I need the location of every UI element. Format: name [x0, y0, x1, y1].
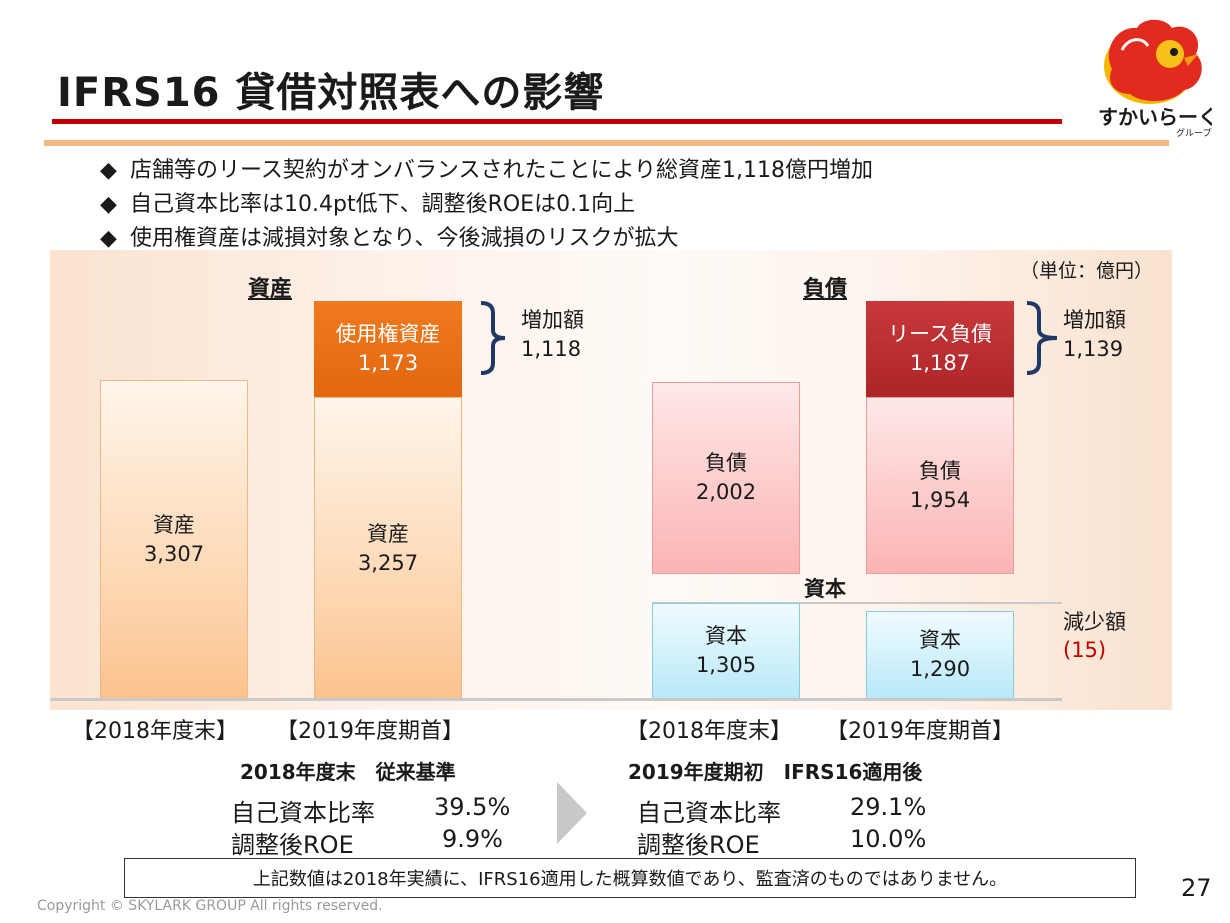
before-basis-title: 2018年度末 従来基準 — [240, 760, 456, 784]
increase-bracket-icon — [480, 301, 506, 375]
logo-text: すかいらーく — [1098, 105, 1212, 129]
bar-value: 1,290 — [909, 657, 971, 681]
unit-label: （単位：億円） — [1020, 260, 1154, 282]
after-equity-ratio-label: 自己資本比率 — [637, 799, 781, 827]
equity-decrease-value: (15) — [1063, 638, 1107, 662]
lease-liability-bar: リース負債 1,187 — [866, 301, 1014, 397]
assets-increase-label: 増加額 — [521, 308, 584, 332]
title-underline — [52, 119, 1062, 124]
bar-value: 1,187 — [909, 351, 971, 375]
before-equity-ratio-value: 39.5% — [434, 793, 511, 821]
equity-heading: 資本 — [804, 577, 846, 601]
right-arrow-icon — [557, 782, 587, 844]
after-basis-title: 2019年度期初 IFRS16適用後 — [628, 760, 923, 784]
bar-value: 3,307 — [143, 542, 205, 566]
bar-value: 3,257 — [357, 550, 419, 575]
liabilities-increase-value: 1,139 — [1063, 337, 1124, 361]
page-title: IFRS16 貸借対照表への影響 — [57, 70, 605, 116]
before-roe-value: 9.9% — [442, 825, 503, 853]
bar-label: 負債 — [919, 458, 961, 483]
disclaimer-text: 上記数値は2018年実績に、IFRS16適用した概算数値であり、監査済のものでは… — [252, 869, 1008, 890]
equity-2018-bar: 資本 1,305 — [652, 603, 800, 699]
before-roe-label: 調整後ROE — [231, 831, 354, 859]
bar-label: 使用権資産 — [335, 322, 441, 346]
page-number: 27 — [1181, 874, 1212, 902]
bar-value: 1,954 — [909, 487, 971, 512]
disclaimer-note: 上記数値は2018年実績に、IFRS16適用した概算数値であり、監査済のものでは… — [124, 858, 1136, 898]
bar-label: 資本 — [919, 628, 961, 652]
diamond-bullet-icon: ◆ — [100, 192, 117, 217]
bar-value: 1,173 — [357, 351, 419, 375]
after-roe-value: 10.0% — [850, 825, 927, 853]
logo-group-text: グループ — [1176, 127, 1211, 139]
after-roe-label: 調整後ROE — [637, 831, 760, 859]
year-label-right-2018: 【2018年度末】 — [626, 719, 792, 744]
bullet-text: 店舗等のリース契約がオンバランスされたことにより総資産1,118億円増加 — [130, 158, 874, 183]
right-of-use-asset-bar: 使用権資産 1,173 — [314, 301, 462, 397]
year-label-left-2018: 【2018年度末】 — [72, 719, 238, 744]
diamond-bullet-icon: ◆ — [100, 158, 117, 183]
title-accent-rule — [44, 140, 1169, 146]
year-label-right-2019: 【2019年度期首】 — [826, 719, 1014, 744]
liabilities-heading: 負債 — [803, 277, 848, 302]
after-equity-ratio-value: 29.1% — [850, 793, 927, 821]
year-label-left-2019: 【2019年度期首】 — [276, 719, 464, 744]
equity-reference-line — [652, 602, 1062, 604]
bar-label: 資産 — [367, 521, 409, 546]
liabilities-2019-bar: 負債 1,954 — [866, 397, 1014, 574]
liabilities-increase-label: 増加額 — [1063, 308, 1126, 332]
bullet-3: ◆ 使用権資産は減損対象となり、今後減損のリスクが拡大 — [100, 220, 678, 252]
bullet-1: ◆ 店舗等のリース契約がオンバランスされたことにより総資産1,118億円増加 — [100, 152, 873, 184]
equity-2019-bar: 資本 1,290 — [866, 611, 1014, 699]
skylark-logo: すかいらーく グループ — [1098, 19, 1212, 139]
bar-label: 資本 — [705, 624, 747, 648]
assets-heading: 資産 — [248, 277, 293, 302]
copyright: Copyright © SKYLARK GROUP All rights res… — [37, 898, 383, 914]
bar-label: リース負債 — [888, 322, 992, 346]
chart-baseline — [50, 698, 1062, 701]
assets-2019-bar: 資産 3,257 — [314, 397, 462, 700]
liabilities-2018-bar: 負債 2,002 — [652, 382, 800, 574]
before-equity-ratio-label: 自己資本比率 — [231, 799, 375, 827]
increase-bracket-icon — [1026, 301, 1058, 375]
diamond-bullet-icon: ◆ — [100, 226, 117, 251]
bar-label: 負債 — [705, 451, 747, 475]
equity-decrease-label: 減少額 — [1063, 610, 1126, 634]
bullet-2: ◆ 自己資本比率は10.4pt低下、調整後ROEは0.1向上 — [100, 186, 635, 218]
bar-value: 1,305 — [695, 653, 757, 677]
bar-label: 資産 — [153, 513, 195, 537]
bullet-text: 使用権資産は減損対象となり、今後減損のリスクが拡大 — [130, 226, 679, 251]
assets-2018-bar: 資産 3,307 — [100, 380, 248, 700]
assets-increase-value: 1,118 — [521, 337, 582, 361]
bullet-text: 自己資本比率は10.4pt低下、調整後ROEは0.1向上 — [130, 192, 636, 217]
bar-value: 2,002 — [695, 480, 757, 504]
